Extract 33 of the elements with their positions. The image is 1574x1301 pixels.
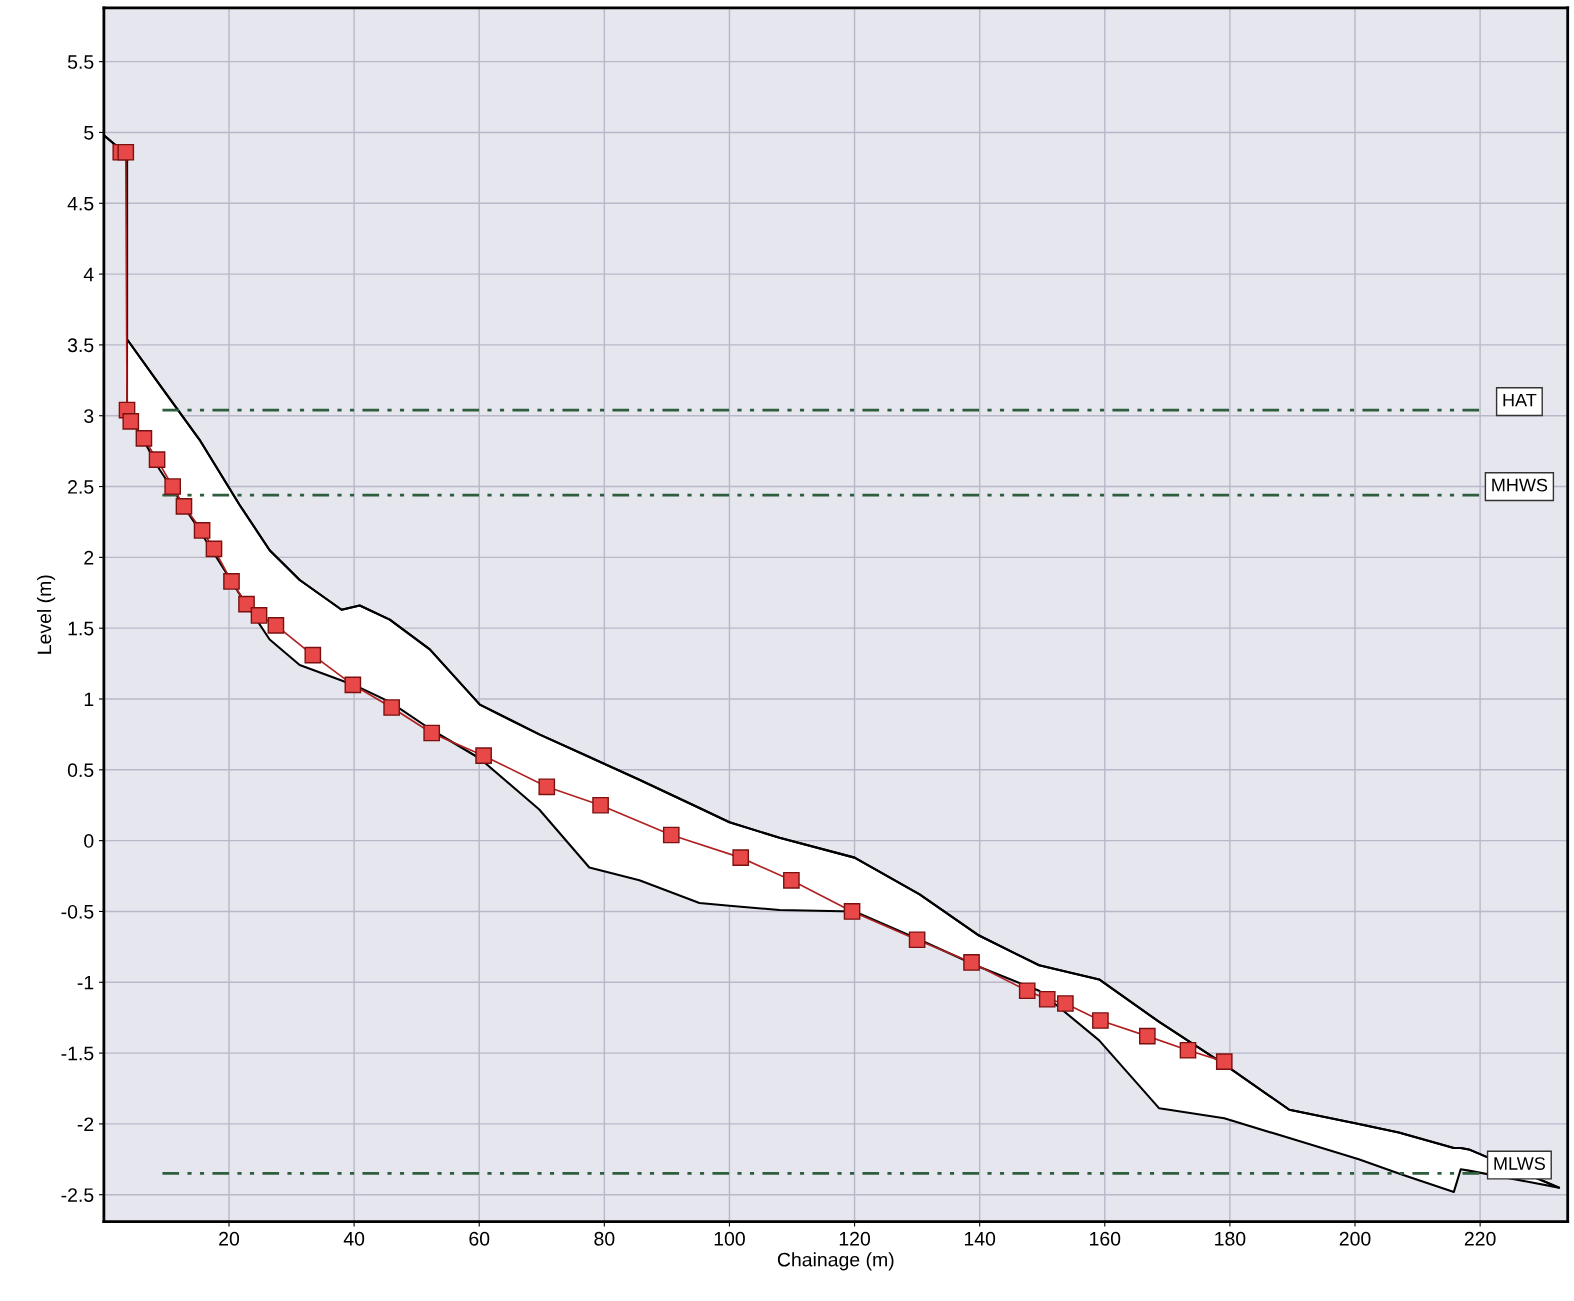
- y-tick-label: 3.5: [67, 338, 94, 353]
- y-tick-label: 0: [84, 834, 94, 848]
- x-tick-label: 20: [219, 1231, 240, 1246]
- y-tick-label: -2.5: [61, 1188, 94, 1202]
- y-tick-label: 2: [84, 550, 94, 565]
- x-axis-title: Chainage (m): [777, 1252, 894, 1271]
- ref-line-label: HAT: [1503, 393, 1537, 407]
- x-tick-label: 80: [594, 1231, 615, 1246]
- y-tick-label: 1: [84, 692, 94, 707]
- x-tick-label: 140: [964, 1231, 996, 1246]
- y-tick-label: -0.5: [61, 904, 94, 919]
- y-tick-label: -2: [77, 1117, 94, 1131]
- y-axis-title: Level (m): [36, 575, 56, 654]
- y-tick-label: 1.5: [68, 621, 94, 636]
- ref-line-label: MHWS: [1492, 478, 1548, 492]
- y-tick-label: 5: [84, 126, 94, 140]
- y-tick-label: 2.5: [68, 480, 94, 494]
- x-tick-label: 180: [1215, 1231, 1246, 1246]
- ref-line-label: MLWS: [1494, 1157, 1545, 1170]
- y-tick-label: 0.5: [67, 763, 94, 778]
- x-tick-label: 40: [343, 1231, 365, 1246]
- x-tick-label: 60: [469, 1231, 490, 1246]
- y-tick-label: -1: [77, 975, 94, 990]
- x-tick-label: 120: [839, 1231, 871, 1246]
- y-tick-label: 4.5: [67, 196, 94, 211]
- y-tick-label: 4: [83, 267, 94, 282]
- y-tick-label: -1.5: [61, 1046, 94, 1061]
- x-tick-label: 220: [1464, 1231, 1496, 1246]
- y-tick-label: 5.5: [67, 55, 94, 69]
- y-tick-label: 3: [84, 409, 94, 423]
- x-tick-label: 100: [714, 1231, 745, 1246]
- x-tick-label: 160: [1090, 1231, 1121, 1246]
- x-tick-label: 200: [1339, 1231, 1371, 1246]
